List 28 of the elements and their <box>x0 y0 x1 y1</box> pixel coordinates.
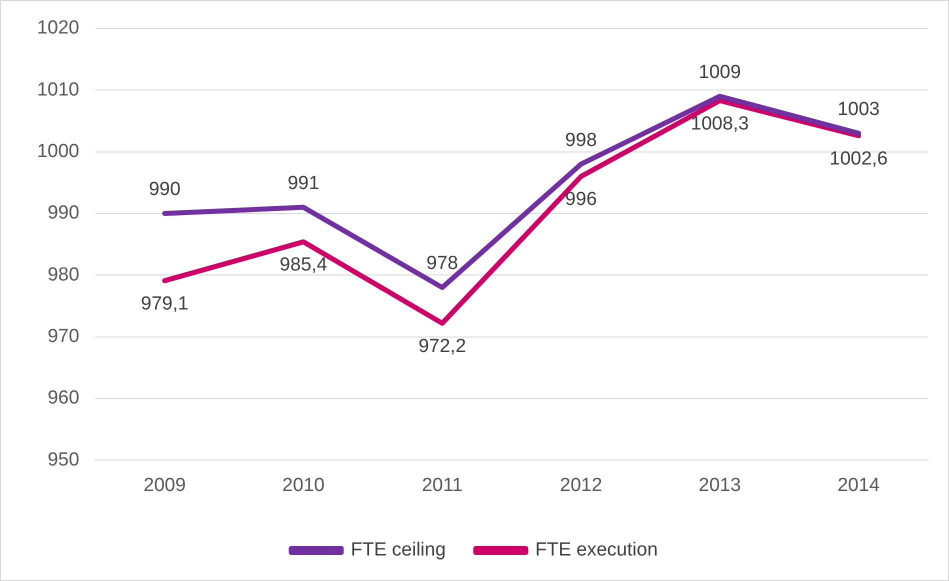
data-label: 1009 <box>698 62 741 83</box>
x-tick-label: 2013 <box>698 474 741 496</box>
data-label: 1002,6 <box>830 148 888 170</box>
legend-label: FTE execution <box>535 540 658 561</box>
y-tick-label: 950 <box>48 449 80 470</box>
y-tick-label: 970 <box>48 326 80 348</box>
data-label: 990 <box>148 179 181 200</box>
data-label: 985,4 <box>280 254 328 276</box>
data-label: 991 <box>288 173 320 194</box>
data-label: 978 <box>426 253 458 274</box>
y-tick-label: 1020 <box>36 18 80 39</box>
data-label: 998 <box>565 130 597 151</box>
y-tick-label: 960 <box>48 388 80 409</box>
y-tick-label: 1010 <box>36 79 80 100</box>
y-tick-label: 980 <box>48 264 80 286</box>
data-label: 1003 <box>837 99 880 120</box>
x-tick-label: 2011 <box>422 474 463 496</box>
x-tick-label: 2012 <box>560 474 602 496</box>
data-label: 972,2 <box>418 336 466 357</box>
y-tick-label: 1000 <box>36 141 80 162</box>
x-tick-label: 2009 <box>144 474 186 496</box>
legend-label: FTE ceiling <box>350 540 446 561</box>
data-label: 979,1 <box>140 293 188 314</box>
y-tick-label: 990 <box>48 202 80 224</box>
data-label: 1008,3 <box>690 113 749 134</box>
data-label: 996 <box>565 189 597 210</box>
x-tick-label: 2010 <box>282 474 325 496</box>
x-tick-label: 2014 <box>837 474 880 496</box>
